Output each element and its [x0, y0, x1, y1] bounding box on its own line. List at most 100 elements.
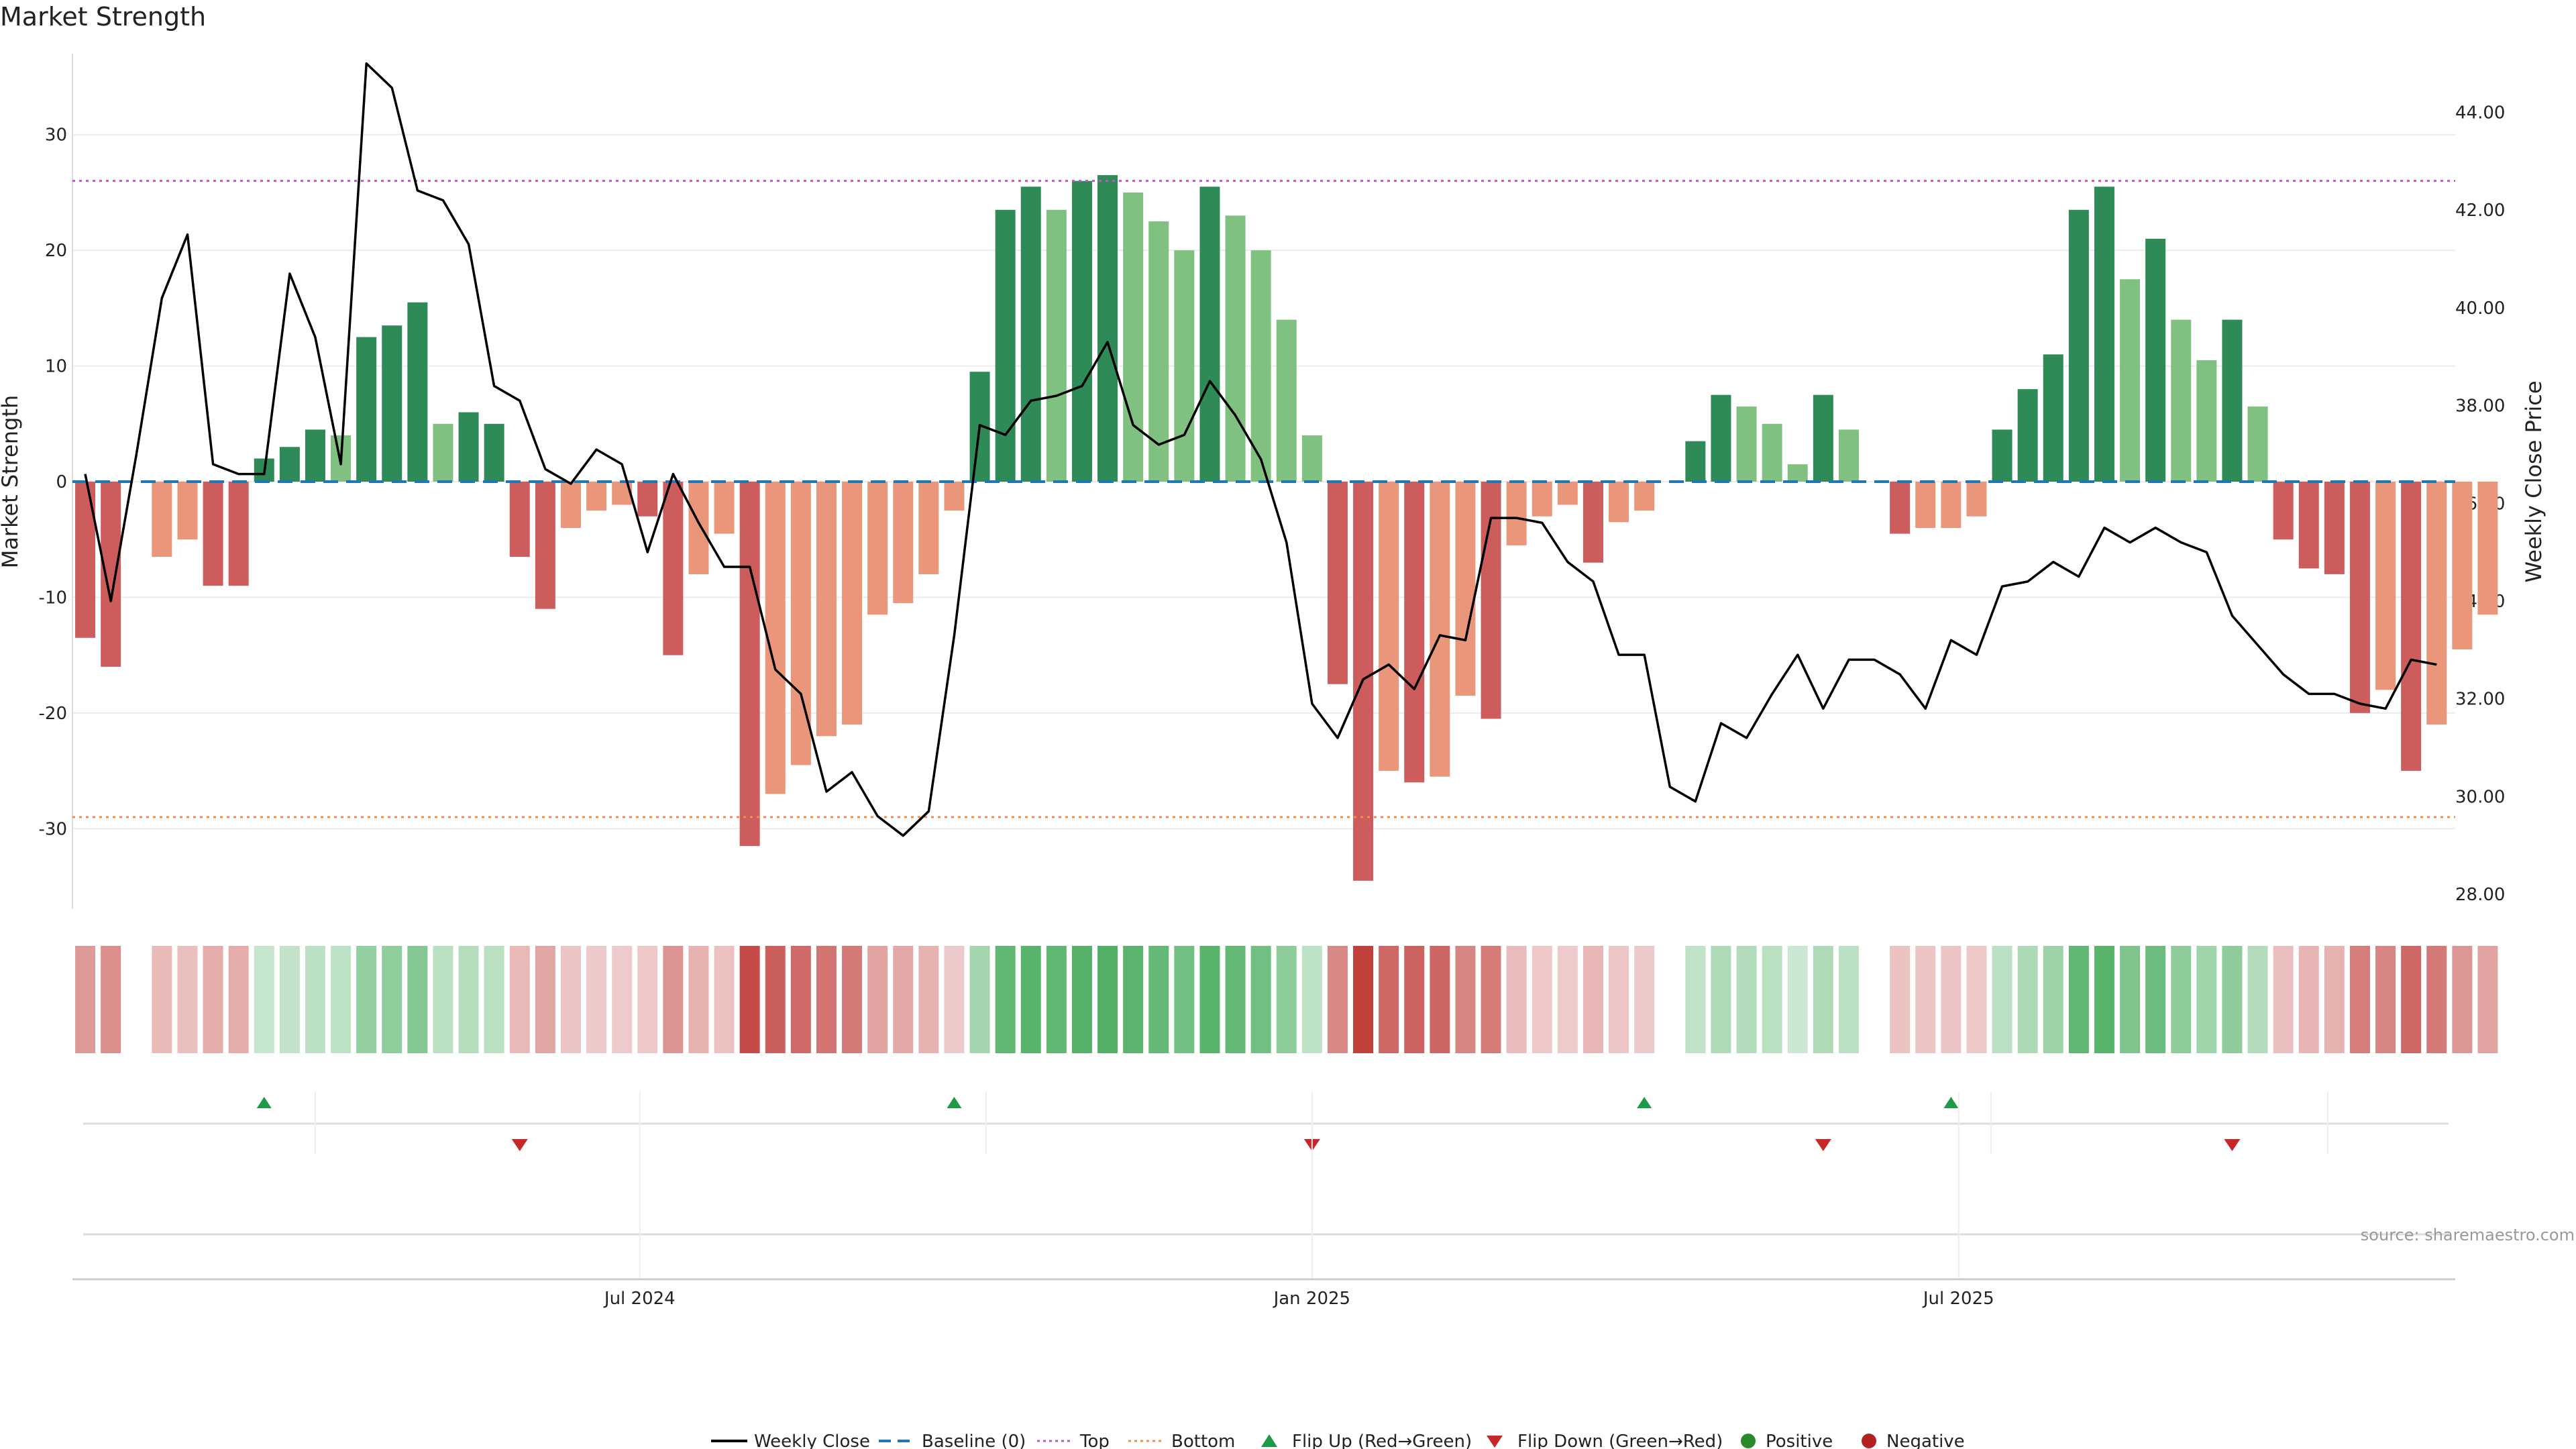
strength-bar [2120, 279, 2141, 482]
y-right-tick-label: 28.00 [2455, 885, 2505, 905]
heat-cell [279, 946, 300, 1053]
heat-cell [1582, 946, 1603, 1053]
heat-cell [1353, 946, 1374, 1053]
y-right-tick-label: 32.00 [2455, 690, 2505, 710]
y-right-tick-label: 42.00 [2455, 201, 2505, 221]
heat-cell [1813, 946, 1833, 1053]
strength-bar [2477, 482, 2498, 615]
heat-cell [560, 946, 581, 1053]
flip-up-marker [947, 1097, 962, 1108]
legend-label: Flip Up (Red→Green) [1292, 1432, 1472, 1449]
strength-bar [2298, 482, 2319, 569]
heat-cell [1199, 946, 1220, 1053]
heat-strip [75, 946, 2498, 1053]
strength-bar [1736, 406, 1757, 482]
strength-bar [1046, 209, 1067, 482]
strength-bar [101, 482, 121, 667]
heat-cell [1430, 946, 1450, 1053]
heat-cell [969, 946, 990, 1053]
strength-bar [586, 482, 607, 511]
heat-cell [612, 946, 633, 1053]
x-tick-label: Jul 2024 [603, 1289, 676, 1309]
flip-down-marker [511, 1139, 528, 1151]
legend-item: Flip Up (Red→Green) [1261, 1432, 1472, 1449]
strength-bar [433, 423, 453, 482]
strength-bar [1097, 175, 1118, 482]
strength-bar [2068, 209, 2089, 482]
strength-bar [1609, 482, 1629, 523]
heat-cell [790, 946, 811, 1053]
heat-cell [203, 946, 223, 1053]
strength-bar [867, 482, 888, 615]
strength-bar [1404, 482, 1425, 783]
heat-cell [1301, 946, 1322, 1053]
heat-cell [2349, 946, 2370, 1053]
circle-icon [1862, 1434, 1876, 1448]
heat-cell [663, 946, 684, 1053]
strength-bar [356, 337, 377, 482]
heat-cell [867, 946, 888, 1053]
legend-item: Positive [1741, 1432, 1833, 1449]
heat-cell [2017, 946, 2038, 1053]
heat-cell [2094, 946, 2114, 1053]
heat-cell [2145, 946, 2166, 1053]
strength-bar [842, 482, 863, 725]
flip-up-marker [1637, 1097, 1652, 1108]
heat-cell [1634, 946, 1655, 1053]
strength-bar [1762, 423, 1782, 482]
strength-bar [2452, 482, 2473, 650]
heat-cell [2426, 946, 2447, 1053]
strength-bar [1582, 482, 1603, 563]
heat-cell [1250, 946, 1271, 1053]
strength-bar [1813, 394, 1833, 482]
heat-cell [765, 946, 786, 1053]
heat-cell [2043, 946, 2063, 1053]
legend-item: Flip Down (Green→Red) [1487, 1432, 1723, 1449]
heat-cell [2171, 946, 2192, 1053]
heat-cell [177, 946, 198, 1053]
legend-label: Top [1079, 1432, 1110, 1449]
strength-bar [2247, 406, 2268, 482]
circle-icon [1741, 1434, 1756, 1448]
heat-cell [1966, 946, 1987, 1053]
strength-bar [1123, 192, 1144, 482]
main-panel: 3020100-10-20-3044.0042.0040.0038.0036.0… [39, 54, 2505, 909]
heat-cell [356, 946, 377, 1053]
y-left-tick-label: 30 [45, 125, 67, 146]
heat-cell [586, 946, 607, 1053]
heat-cell [228, 946, 249, 1053]
heat-cell [433, 946, 453, 1053]
heat-cell [2247, 946, 2268, 1053]
heat-cell [1327, 946, 1348, 1053]
heat-cell [1890, 946, 1911, 1053]
strength-bar [1992, 429, 2012, 482]
heat-cell [305, 946, 325, 1053]
heat-cell [1506, 946, 1527, 1053]
heat-cell [1276, 946, 1297, 1053]
strength-bar [1532, 482, 1552, 517]
strength-bar [1890, 482, 1911, 534]
legend-label: Negative [1886, 1432, 1965, 1449]
heat-cell [2375, 946, 2396, 1053]
strength-bar [2043, 354, 2063, 482]
source-text: source: sharemaestro.com [2361, 1226, 2575, 1244]
heat-cell [2324, 946, 2345, 1053]
strength-bar [1276, 319, 1297, 482]
heat-cell [944, 946, 965, 1053]
strength-bar [1966, 482, 1987, 517]
heat-cell [1225, 946, 1246, 1053]
heat-cell [995, 946, 1016, 1053]
heat-cell [1762, 946, 1782, 1053]
heat-cell [484, 946, 504, 1053]
legend-label: Weekly Close [754, 1432, 870, 1449]
heat-cell [1915, 946, 1936, 1053]
strength-bar [714, 482, 735, 534]
heat-cell [75, 946, 96, 1053]
y-left-tick-label: -10 [39, 588, 67, 608]
strength-bar [1685, 441, 1706, 482]
strength-bar [688, 482, 709, 574]
y-right-tick-label: 40.00 [2455, 299, 2505, 319]
strength-bar [1250, 250, 1271, 482]
heat-cell [2120, 946, 2141, 1053]
